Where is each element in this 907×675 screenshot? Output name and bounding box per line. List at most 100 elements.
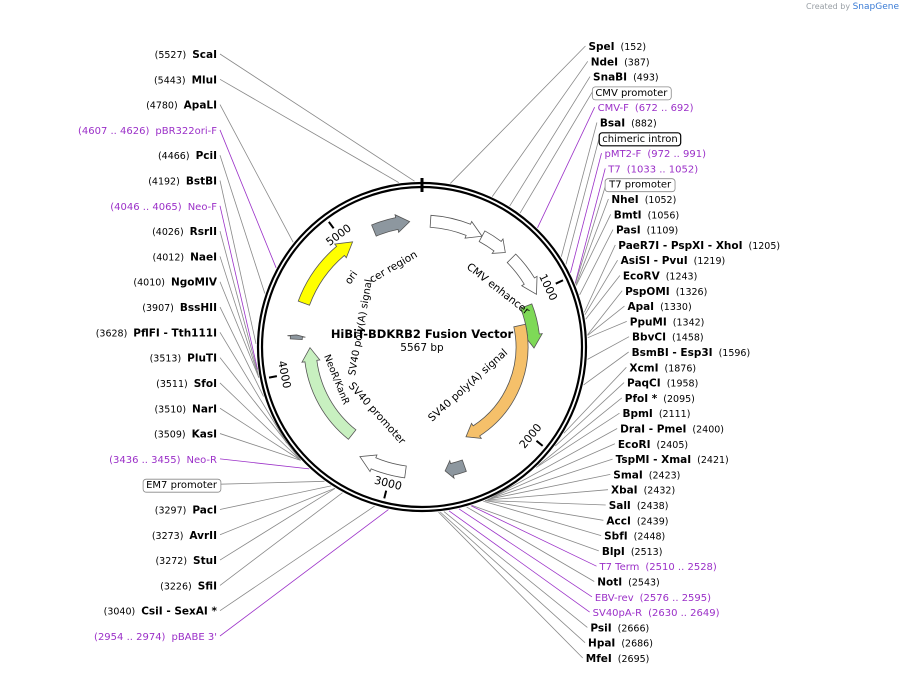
label-name: NarI [192, 403, 217, 415]
label-position: (2095) [663, 394, 695, 405]
label-xbai: XbaI (2432) [611, 485, 675, 497]
label-position: (1458) [672, 333, 704, 344]
leader-line [490, 443, 616, 499]
label-smai: SmaI (2423) [613, 469, 680, 481]
leader-line [575, 214, 612, 286]
label-name: T7 [607, 164, 620, 175]
label-position: (4010) [133, 278, 165, 289]
feature-label-box [142, 478, 222, 493]
label-nhei: NheI (1052) [611, 194, 676, 206]
label-position: (1219) [694, 256, 726, 267]
label-rsrii: (4026) RsrII [152, 226, 217, 238]
leader-line [584, 259, 618, 316]
credit-prefix: Created by [806, 2, 851, 11]
label-position: (3436 .. 3455) [109, 455, 181, 466]
label-name: pBR322ori-F [155, 126, 217, 137]
label-name: Neo-F [188, 202, 218, 213]
leader-line [486, 489, 609, 501]
inner-label-sv40-promoter: SV40 promoter [346, 380, 408, 447]
leader-line [219, 488, 336, 561]
leader-line [219, 231, 259, 375]
label-sfoi: (3511) SfoI [156, 378, 217, 390]
label-position: (672 .. 692) [635, 103, 694, 114]
leader-line [219, 487, 336, 536]
label-name: PpuMI [630, 316, 667, 328]
feature-hsv-tk-poly-a [287, 334, 306, 341]
label-name: pBABE 3' [171, 632, 217, 643]
leader-line [219, 256, 260, 378]
label-drai-pmei: DraI - PmeI (2400) [620, 424, 724, 436]
label-position: (3511) [156, 379, 188, 390]
label-position: (4012) [153, 252, 185, 263]
label-em7-promoter: EM7 promoter [146, 480, 218, 491]
scale-tick [555, 279, 564, 285]
label-chimeric-intron: chimeric intron [602, 134, 677, 145]
scale-tick-label: 2000 [517, 421, 545, 451]
label-position: (1326) [676, 287, 708, 298]
leader-line [574, 168, 606, 284]
scale-tick [328, 221, 335, 229]
label-position: (2400) [692, 425, 724, 436]
label-name: BmtI [614, 209, 642, 221]
label-avrii: (3273) AvrII [152, 530, 217, 542]
leader-line [458, 508, 593, 598]
leader-line [219, 129, 277, 268]
label-position: (1033 .. 1052) [627, 164, 699, 175]
label-name: NgoMIV [171, 277, 218, 289]
label-name: NheI [611, 194, 638, 206]
label-ecorv: EcoRV (1243) [623, 271, 697, 283]
label-name: SnaBI [593, 72, 627, 84]
label-bpmi: BpmI (2111) [622, 408, 690, 420]
label-name: AvrII [189, 530, 217, 542]
leader-line [585, 275, 621, 320]
label-mlui: (5443) MluI [154, 74, 217, 86]
label-position: (2510 .. 2528) [645, 562, 717, 573]
label-position: (2666) [618, 623, 650, 634]
label-name: RsrII [190, 226, 217, 238]
leader-line [587, 321, 627, 339]
label-name: XbaI [611, 485, 638, 497]
feature-bdkrb2 [465, 323, 529, 439]
label-name: SbfI [604, 531, 628, 543]
leader-line [509, 76, 591, 207]
label-xcmi: XcmI (1876) [629, 362, 696, 374]
label-name: CMV-F [598, 103, 629, 114]
label-ecori: EcoRI (2405) [618, 439, 688, 451]
leader-line [583, 351, 629, 386]
label-psii: PsiI (2666) [590, 622, 649, 634]
scale-tick [535, 440, 544, 447]
leader-line [519, 91, 593, 214]
label-position: (3509) [154, 430, 186, 441]
label-position: (2630 .. 2649) [648, 608, 720, 619]
label-mfei: MfeI (2695) [586, 653, 650, 665]
label-bbvci: BbvCI (1458) [632, 332, 704, 344]
leader-line [219, 357, 301, 461]
leader-line [560, 122, 598, 257]
label-pbr322ori-f: (4607 .. 4626) pBR322ori-F [78, 126, 217, 137]
label-name: BbvCI [632, 332, 666, 344]
label-position: (2695) [618, 654, 650, 665]
label-cmv-f: CMV-F (672 .. 692) [598, 103, 694, 114]
leader-line [219, 180, 257, 344]
label-position: (387) [624, 57, 650, 68]
label-name: StuI [193, 555, 217, 567]
label-name: AccI [606, 515, 630, 527]
leader-line [563, 367, 627, 434]
label-sv40pa-r: SV40pA-R (2630 .. 2649) [593, 608, 720, 619]
label-name: HpaI [588, 638, 615, 650]
label-name: BstBI [186, 176, 217, 188]
label-name: PluTI [187, 353, 217, 365]
leader-line [219, 480, 325, 485]
label-name: Neo-R [187, 455, 218, 466]
site-labels: SpeI (152)NdeI (387) SnaBI (493) CMV promoter… [78, 41, 780, 665]
label-name: chimeric intron [602, 134, 677, 145]
leader-line [471, 504, 599, 552]
label-neo-f: (4046 .. 4065) Neo-F [110, 202, 217, 213]
label-position: (3273) [152, 531, 184, 542]
label-nari: (3510) NarI [154, 403, 217, 415]
label-name: ApaI [627, 301, 654, 313]
label-position: (493) [633, 73, 659, 84]
leader-line [487, 458, 613, 500]
leader-line [565, 137, 600, 265]
label-position: (1243) [666, 272, 698, 283]
